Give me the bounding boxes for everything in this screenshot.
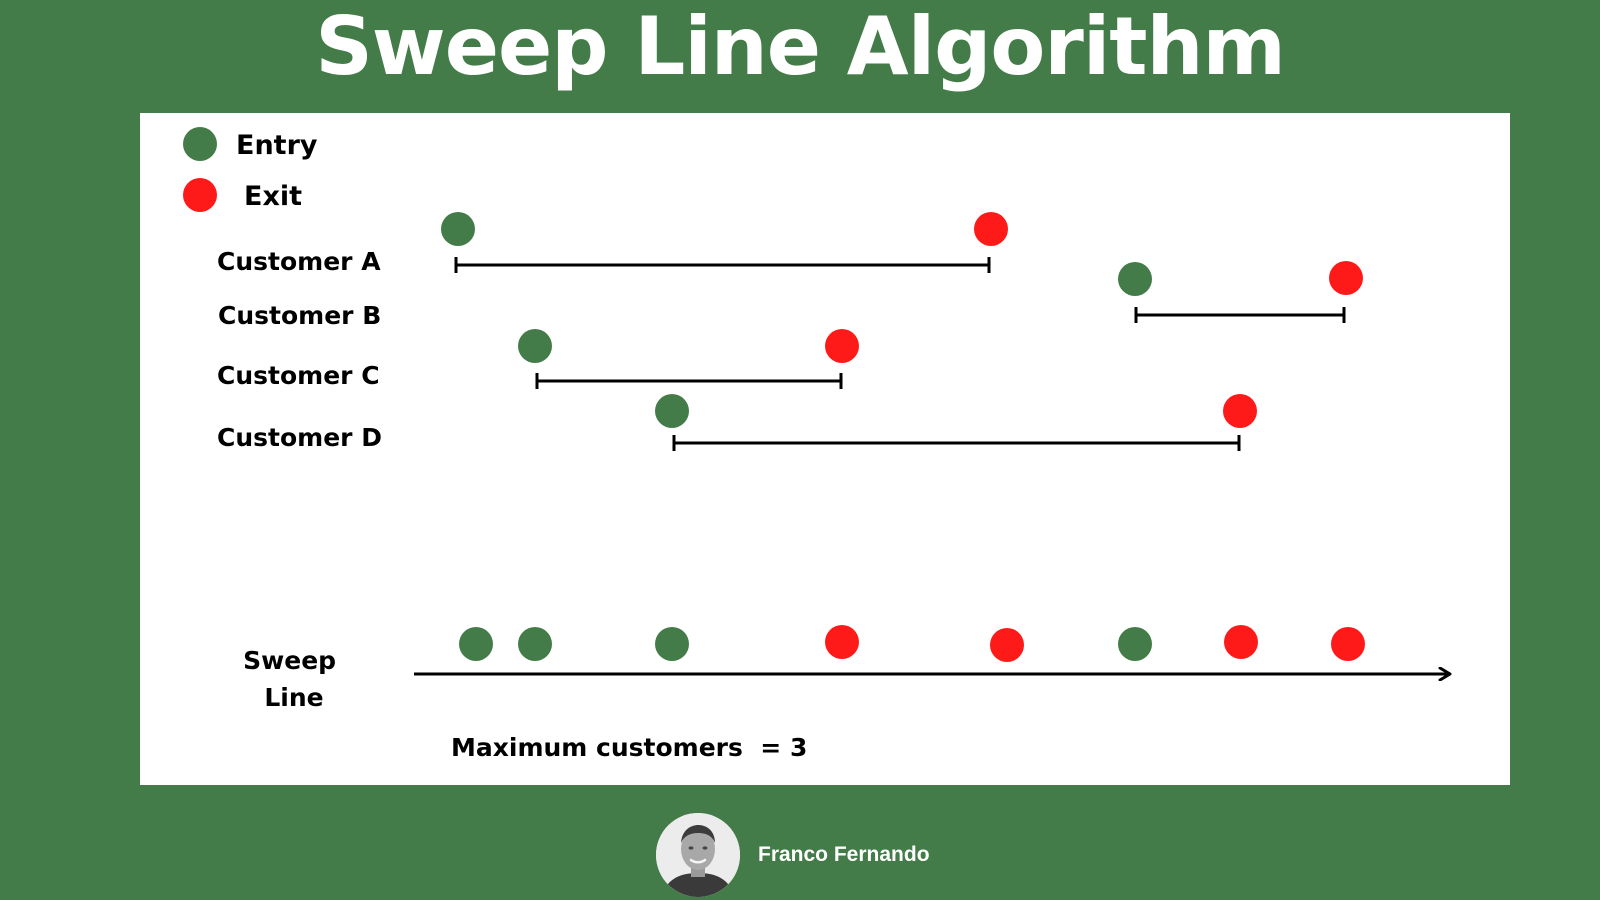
sweep-event-3-entry-icon [655, 627, 689, 661]
customer-c-exit-icon [825, 329, 859, 363]
customer-c-interval [535, 373, 843, 389]
sweep-event-1-entry-icon [459, 627, 493, 661]
customer-d-label: Customer D [217, 423, 382, 452]
author-name: Franco Fernando [758, 843, 930, 866]
customer-c-label: Customer C [217, 361, 380, 390]
customer-d-exit-icon [1223, 394, 1257, 428]
legend-exit-icon [183, 178, 217, 212]
legend-exit-label: Exit [244, 181, 302, 212]
sweep-event-2-entry-icon [518, 627, 552, 661]
sweep-label-line2: Line [264, 683, 323, 712]
sweep-event-6-entry-icon [1118, 627, 1152, 661]
author-footer: Franco Fernando [656, 812, 930, 898]
sweep-event-7-exit-icon [1224, 625, 1258, 659]
customer-c-row: Customer C [217, 329, 859, 390]
customer-d-interval [672, 435, 1241, 451]
customer-c-entry-icon [518, 329, 552, 363]
sweep-label-line1: Sweep [243, 646, 336, 675]
sweep-line-diagram: Entry Exit Customer A Customer B [183, 127, 1510, 762]
legend: Entry Exit [183, 127, 318, 212]
maximum-customers-result: Maximum customers = 3 [451, 733, 807, 762]
legend-entry-label: Entry [236, 130, 318, 161]
customer-a-exit-icon [974, 212, 1008, 246]
customer-a-interval [454, 257, 991, 273]
sweep-line-row: Sweep Line [243, 625, 1449, 712]
sweep-event-8-exit-icon [1331, 627, 1365, 661]
customer-a-label: Customer A [217, 247, 381, 276]
customer-b-row: Customer B [218, 261, 1363, 330]
page-title: Sweep Line Algorithm [315, 0, 1286, 93]
person-avatar-icon [656, 813, 740, 897]
customer-a-entry-icon [441, 212, 475, 246]
customer-d-row: Customer D [217, 394, 1257, 452]
customer-b-entry-icon [1118, 262, 1152, 296]
sweep-event-5-exit-icon [990, 628, 1024, 662]
customer-a-row: Customer A [217, 212, 1008, 276]
customer-b-label: Customer B [218, 301, 381, 330]
diagram-panel: Entry Exit Customer A Customer B [140, 113, 1510, 785]
sweep-event-4-exit-icon [825, 625, 859, 659]
sweep-line-label: Sweep Line [243, 646, 345, 712]
legend-entry-icon [183, 127, 217, 161]
customer-d-entry-icon [655, 394, 689, 428]
customer-b-interval [1134, 307, 1346, 323]
customer-b-exit-icon [1329, 261, 1363, 295]
